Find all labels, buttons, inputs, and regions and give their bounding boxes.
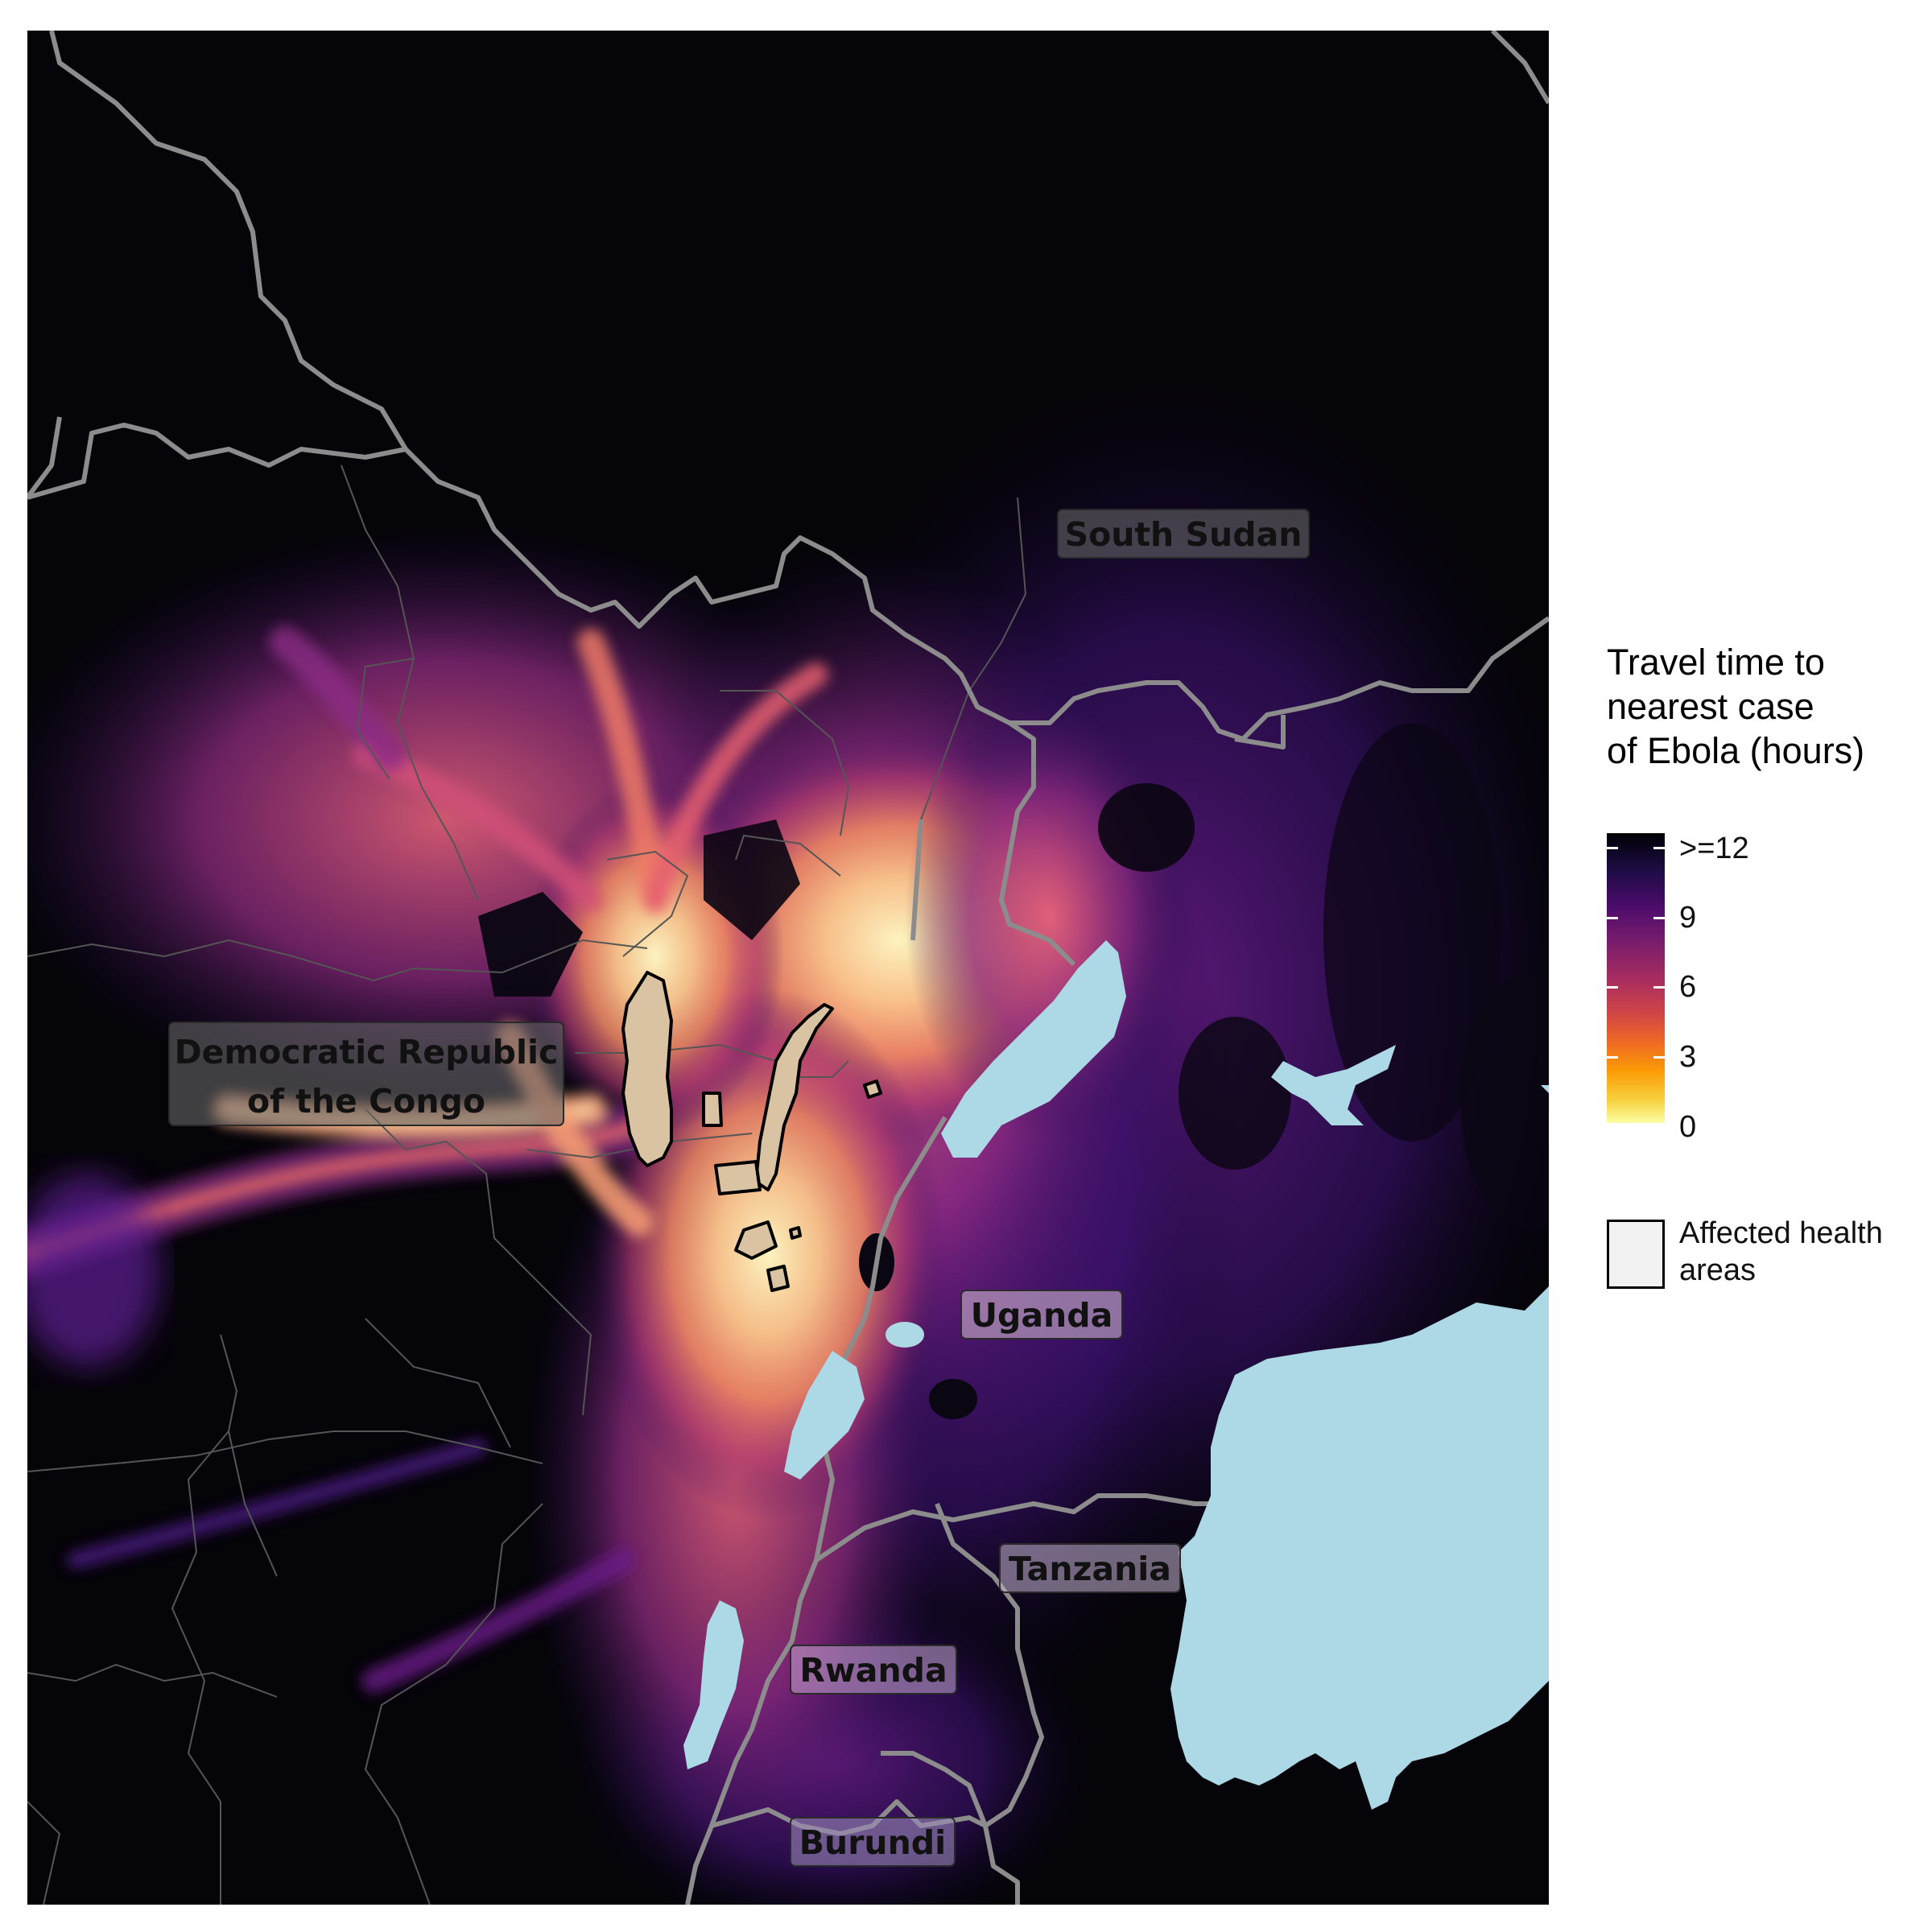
colorbar-label-6: 6 <box>1679 970 1697 1004</box>
label-rwanda: Rwanda <box>790 1645 957 1695</box>
lake-victoria <box>1170 1286 1549 1810</box>
colorbar-label-9: 9 <box>1679 901 1697 935</box>
affected-areas-label: Affected health areas <box>1679 1216 1883 1287</box>
national-borders <box>27 31 1549 1905</box>
affected-area <box>734 1220 778 1260</box>
map-panel: South Sudan Democratic Republic of the C… <box>27 31 1549 1905</box>
affected-area <box>621 971 673 1167</box>
lake-george <box>886 1322 924 1348</box>
label-burundi: Burundi <box>790 1817 956 1867</box>
label-tanzania-text: Tanzania <box>1009 1550 1171 1588</box>
lake-kivu <box>683 1600 744 1769</box>
affected-area <box>714 1160 762 1195</box>
travel-time-map: South Sudan Democratic Republic of the C… <box>27 31 1549 1905</box>
affected-areas-swatch <box>1607 1220 1665 1289</box>
country-labels: South Sudan Democratic Republic of the C… <box>168 509 1310 1867</box>
affected-health-areas <box>621 971 882 1292</box>
label-drc: Democratic Republic of the Congo <box>168 1022 564 1126</box>
colorbar-tick <box>1653 986 1665 989</box>
label-south-sudan: South Sudan <box>1057 509 1310 559</box>
lake-albert <box>941 940 1126 1158</box>
colorbar-label-3: 3 <box>1679 1040 1697 1074</box>
remote-pockets <box>478 723 1549 1419</box>
affected-area <box>863 1080 882 1099</box>
colorbar-label-max: >=12 <box>1679 832 1749 865</box>
affected-area <box>702 1092 723 1127</box>
lake-edward <box>784 1351 865 1480</box>
lakes <box>683 940 1549 1810</box>
travel-time-colorbar <box>1607 833 1665 1123</box>
colorbar-tick <box>1607 917 1618 919</box>
label-tanzania: Tanzania <box>999 1543 1181 1593</box>
affected-area <box>766 1265 790 1292</box>
legend: Travel time to nearest case of Ebola (ho… <box>1602 640 1924 1324</box>
label-drc-line2: of the Congo <box>247 1082 485 1121</box>
label-drc-line1: Democratic Republic <box>175 1033 559 1071</box>
colorbar-tick <box>1607 847 1618 849</box>
colorbar-tick <box>1653 917 1665 919</box>
label-uganda-text: Uganda <box>971 1296 1113 1335</box>
colorbar-label-0: 0 <box>1679 1110 1697 1144</box>
affected-area <box>789 1226 802 1240</box>
label-south-sudan-text: South Sudan <box>1065 515 1302 554</box>
lake-kyoga <box>1271 1045 1396 1125</box>
label-uganda: Uganda <box>960 1290 1123 1340</box>
legend-title: Travel time to nearest case of Ebola (ho… <box>1607 642 1865 771</box>
label-rwanda-text: Rwanda <box>799 1651 947 1690</box>
colorbar-tick <box>1653 1056 1665 1059</box>
colorbar-tick <box>1607 1056 1618 1059</box>
label-burundi-text: Burundi <box>799 1823 946 1862</box>
affected-area <box>754 1003 834 1191</box>
colorbar-tick <box>1607 986 1618 989</box>
colorbar-tick <box>1653 847 1665 849</box>
